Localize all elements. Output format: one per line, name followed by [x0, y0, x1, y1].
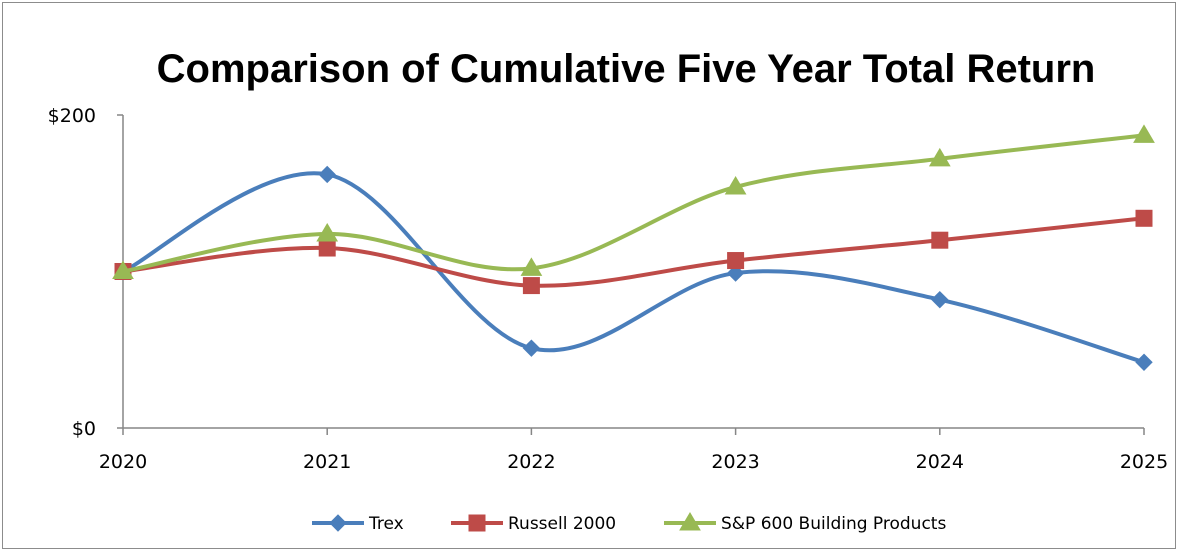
legend-label: S&P 600 Building Products: [721, 514, 946, 534]
y-tick-label: $200: [48, 105, 96, 127]
x-tick-label: 2020: [99, 451, 147, 473]
data-point: [522, 339, 541, 357]
legend-item: Trex: [312, 514, 404, 534]
series-line: [121, 171, 1146, 365]
data-point: [928, 147, 951, 167]
series-3: [112, 124, 1155, 279]
x-tick-label: 2021: [303, 451, 351, 473]
x-tick-label: 2022: [507, 451, 555, 473]
series-2: [114, 209, 1153, 295]
x-tick-label: 2024: [916, 451, 964, 473]
chart-title: Comparison of Cumulative Five Year Total…: [157, 47, 1096, 91]
data-point: [1135, 209, 1153, 227]
legend-marker: [468, 514, 486, 532]
data-point: [318, 239, 336, 257]
series-line: [121, 133, 1146, 274]
legend-item: S&P 600 Building Products: [664, 512, 946, 534]
data-point: [1133, 124, 1155, 143]
legend-marker: [679, 512, 701, 531]
data-point: [1135, 353, 1153, 371]
legend-label: Russell 2000: [508, 514, 616, 534]
data-point: [318, 165, 336, 184]
data-point: [726, 264, 745, 282]
legend: Trex Russell 2000 S&P 600 Building Product…: [312, 512, 946, 534]
data-point: [931, 231, 949, 249]
data-point: [520, 257, 543, 276]
y-tick-label: $0: [72, 418, 96, 440]
data-point: [727, 252, 745, 270]
data-point: [931, 290, 949, 309]
data-point: [724, 176, 747, 195]
series-line: [121, 216, 1146, 288]
data-point: [112, 260, 134, 279]
x-tick-label: 2025: [1120, 451, 1168, 473]
legend-item: Russell 2000: [451, 514, 616, 534]
series-group: [112, 124, 1155, 371]
series-1: [114, 165, 1153, 371]
data-point: [522, 277, 540, 295]
x-tick-label: 2023: [711, 451, 759, 473]
data-point: [316, 222, 339, 242]
axis-ticks: $0 $200 2020 2021 2022 2023 2024 2025: [48, 105, 1169, 473]
legend-marker: [329, 514, 347, 532]
legend-label: Trex: [368, 514, 404, 534]
